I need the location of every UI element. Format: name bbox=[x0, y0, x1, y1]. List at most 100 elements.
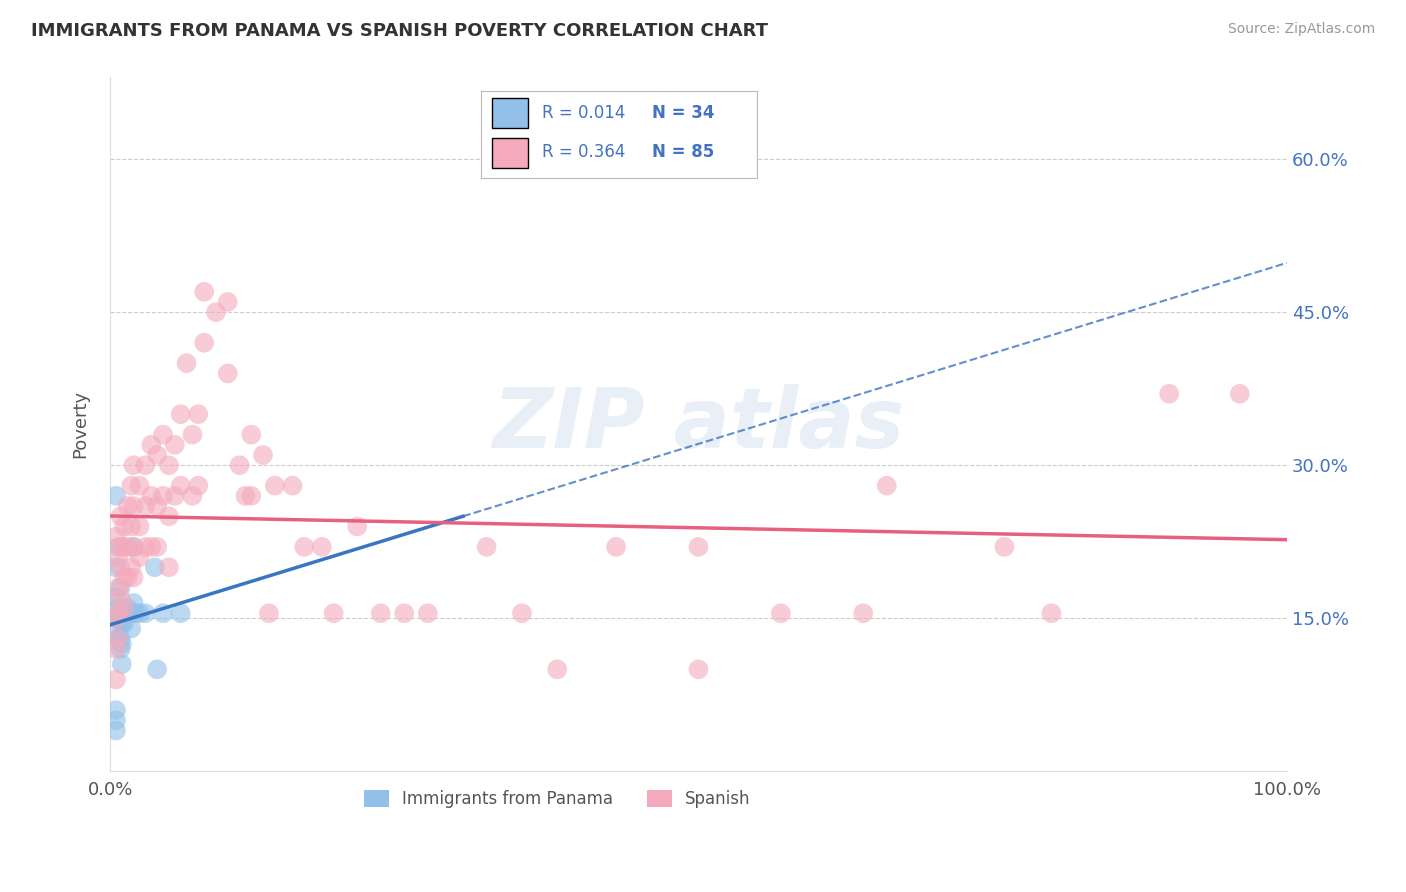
Point bbox=[228, 458, 250, 473]
Point bbox=[605, 540, 627, 554]
Point bbox=[146, 448, 169, 462]
Point bbox=[120, 519, 142, 533]
Point bbox=[292, 540, 315, 554]
Point bbox=[107, 550, 129, 565]
Point bbox=[157, 560, 180, 574]
Point bbox=[111, 606, 134, 620]
Point bbox=[170, 606, 193, 620]
Point bbox=[311, 540, 333, 554]
Point bbox=[117, 570, 139, 584]
Point bbox=[252, 448, 274, 462]
Point bbox=[111, 637, 134, 651]
Point bbox=[107, 632, 129, 646]
Point bbox=[107, 632, 129, 646]
Point bbox=[157, 458, 180, 473]
Point bbox=[146, 540, 169, 554]
Text: ZIP atlas: ZIP atlas bbox=[492, 384, 904, 465]
Point bbox=[104, 723, 127, 738]
Point bbox=[170, 407, 193, 421]
Point bbox=[322, 606, 344, 620]
Point bbox=[104, 591, 127, 605]
Point bbox=[152, 427, 174, 442]
Point bbox=[122, 540, 145, 554]
Point bbox=[110, 581, 132, 595]
Point bbox=[146, 662, 169, 676]
Point bbox=[110, 540, 132, 554]
Point bbox=[163, 438, 186, 452]
Point bbox=[170, 478, 193, 492]
Point bbox=[104, 560, 127, 574]
Point bbox=[128, 550, 150, 565]
Point bbox=[257, 606, 280, 620]
Point bbox=[122, 596, 145, 610]
Point bbox=[110, 509, 132, 524]
Point bbox=[125, 606, 148, 620]
Point bbox=[104, 673, 127, 687]
Point bbox=[110, 611, 132, 625]
Point bbox=[110, 641, 132, 656]
Point bbox=[176, 356, 198, 370]
Point bbox=[688, 540, 710, 554]
Point bbox=[141, 489, 163, 503]
Point bbox=[112, 570, 135, 584]
Point bbox=[146, 499, 169, 513]
Point bbox=[205, 305, 228, 319]
Point bbox=[157, 509, 180, 524]
Point bbox=[120, 606, 142, 620]
Point bbox=[117, 601, 139, 615]
Point bbox=[475, 540, 498, 554]
Point bbox=[128, 478, 150, 492]
Point bbox=[112, 601, 135, 615]
Y-axis label: Poverty: Poverty bbox=[72, 391, 89, 458]
Point bbox=[510, 606, 533, 620]
Legend: Immigrants from Panama, Spanish: Immigrants from Panama, Spanish bbox=[357, 783, 758, 815]
Point bbox=[104, 611, 127, 625]
Point bbox=[107, 606, 129, 620]
Point bbox=[217, 367, 239, 381]
Point bbox=[111, 616, 134, 631]
Point bbox=[134, 458, 156, 473]
Point bbox=[240, 427, 263, 442]
Point bbox=[112, 519, 135, 533]
Point bbox=[769, 606, 792, 620]
Point bbox=[1040, 606, 1063, 620]
Point bbox=[187, 478, 209, 492]
Point bbox=[120, 478, 142, 492]
Point bbox=[152, 606, 174, 620]
Point bbox=[107, 540, 129, 554]
Point bbox=[193, 335, 215, 350]
Text: IMMIGRANTS FROM PANAMA VS SPANISH POVERTY CORRELATION CHART: IMMIGRANTS FROM PANAMA VS SPANISH POVERT… bbox=[31, 22, 768, 40]
Point bbox=[993, 540, 1015, 554]
Point bbox=[117, 540, 139, 554]
Point bbox=[143, 560, 166, 574]
Point bbox=[104, 703, 127, 717]
Point bbox=[394, 606, 416, 620]
Point bbox=[416, 606, 439, 620]
Point bbox=[688, 662, 710, 676]
Text: Source: ZipAtlas.com: Source: ZipAtlas.com bbox=[1227, 22, 1375, 37]
Point bbox=[112, 616, 135, 631]
Point bbox=[122, 540, 145, 554]
Point bbox=[134, 499, 156, 513]
Point bbox=[281, 478, 304, 492]
Point bbox=[163, 489, 186, 503]
Point bbox=[181, 427, 204, 442]
Point bbox=[110, 632, 132, 646]
Point bbox=[181, 489, 204, 503]
Point bbox=[128, 519, 150, 533]
Point bbox=[187, 407, 209, 421]
Point bbox=[110, 591, 132, 605]
Point bbox=[852, 606, 875, 620]
Point bbox=[104, 714, 127, 728]
Point bbox=[104, 489, 127, 503]
Point bbox=[346, 519, 368, 533]
Point bbox=[104, 641, 127, 656]
Point bbox=[263, 478, 285, 492]
Point bbox=[1159, 386, 1181, 401]
Point bbox=[120, 622, 142, 636]
Point bbox=[112, 540, 135, 554]
Point bbox=[120, 560, 142, 574]
Point bbox=[134, 606, 156, 620]
Point bbox=[1229, 386, 1251, 401]
Point bbox=[112, 606, 135, 620]
